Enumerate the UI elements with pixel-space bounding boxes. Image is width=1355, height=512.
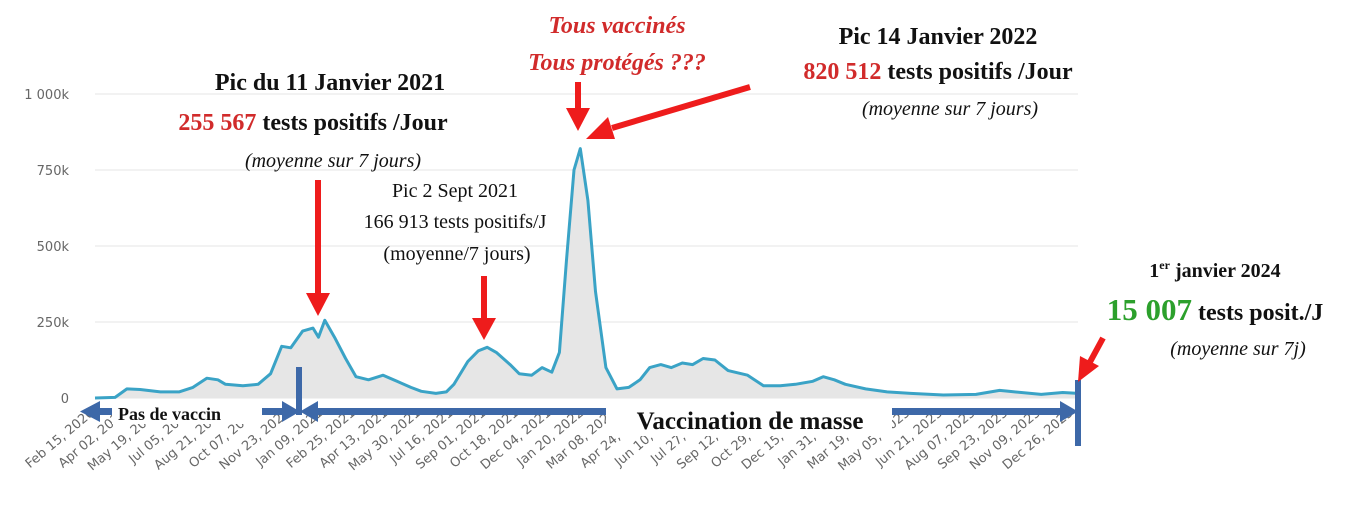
label-bg: [606, 406, 892, 436]
label-bg: [112, 402, 262, 424]
y-tick-label: 0: [61, 392, 69, 407]
red-arrows: [306, 82, 1106, 382]
annotation: 255 567 tests positifs /Jour: [178, 110, 448, 136]
annotation: Pic du 11 Janvier 2021: [215, 70, 445, 96]
y-tick-label: 1 000k: [24, 88, 69, 103]
annotation-text: tests positifs /Jour: [887, 59, 1073, 85]
annotation-number: 255 567: [178, 110, 256, 136]
annotation-text: tests posit./J: [1198, 300, 1323, 326]
area: [95, 148, 1078, 398]
annotation: Vaccination de masse: [637, 408, 864, 435]
annotation: Tous protégés ???: [528, 50, 706, 76]
annotation-text: er: [1159, 258, 1170, 272]
annotation: (moyenne/7 jours): [383, 243, 530, 265]
annotation-text: 1: [1149, 260, 1159, 282]
annotation: 1er janvier 2024: [1149, 258, 1280, 282]
annotation-text: tests positifs /Jour: [262, 110, 448, 136]
annotation-number: 820 512: [803, 59, 881, 85]
line: [94, 147, 1079, 400]
annotation: (moyenne sur 7 jours): [862, 98, 1038, 120]
annotation: Pic 2 Sept 2021: [392, 180, 518, 202]
y-tick-label: 500k: [37, 240, 70, 255]
annotation: Pic 14 Janvier 2022: [839, 24, 1038, 50]
annotation: (moyenne sur 7 jours): [245, 150, 421, 172]
y-tick-label: 750k: [37, 164, 70, 179]
annotation: Pas de vaccin: [118, 404, 221, 424]
y-tick-label: 250k: [37, 316, 70, 331]
annotation-number: 15 007: [1107, 292, 1192, 327]
annotation-text: janvier 2024: [1174, 260, 1281, 282]
annotation: (moyenne sur 7j): [1170, 338, 1306, 360]
annotation: 166 913 tests positifs/J: [364, 211, 547, 233]
annotation: 15 007 tests posit./J: [1107, 292, 1324, 327]
annotation: 820 512 tests positifs /Jour: [803, 59, 1073, 85]
annotation: Tous vaccinés: [548, 13, 685, 39]
